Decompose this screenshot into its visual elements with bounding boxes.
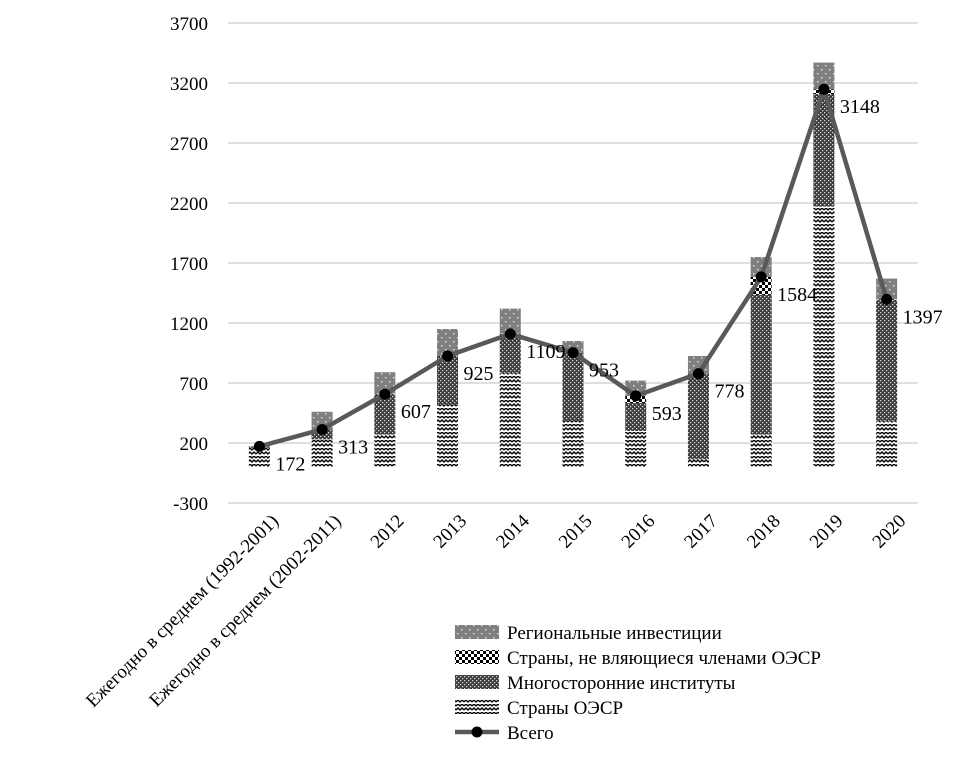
y-tick-label: -300 bbox=[173, 494, 208, 515]
total-point bbox=[818, 83, 830, 95]
bar-segment bbox=[750, 434, 772, 467]
data-label: 313 bbox=[338, 436, 368, 458]
data-label: 925 bbox=[464, 363, 494, 385]
y-tick-label: 1700 bbox=[170, 254, 208, 275]
data-label: 607 bbox=[401, 401, 431, 423]
bar-segment bbox=[625, 403, 647, 431]
x-category-label: 2017 bbox=[680, 511, 722, 553]
total-point bbox=[316, 423, 328, 435]
bar-segment bbox=[311, 439, 333, 467]
bar-segment bbox=[813, 206, 835, 467]
x-category-label: 2018 bbox=[743, 511, 785, 553]
bar-segment bbox=[374, 434, 396, 467]
bar-segment bbox=[687, 373, 709, 460]
total-point bbox=[442, 350, 454, 362]
data-label: 1397 bbox=[903, 306, 943, 328]
y-tick-label: 2200 bbox=[170, 194, 208, 215]
bar-segment bbox=[750, 294, 772, 435]
y-axis-ticks: -300 200 700 1200 1700 2200 2700 3200 3700 bbox=[170, 14, 208, 515]
legend-item: Страны ОЭСР bbox=[455, 698, 623, 719]
data-labels: 172 313 607 925 1109 953 593 778 1584 3148 1397 bbox=[275, 96, 942, 475]
bar-segment bbox=[499, 308, 521, 334]
y-tick-label: 700 bbox=[180, 374, 209, 395]
data-label: 1584 bbox=[777, 284, 817, 306]
bar-segment bbox=[625, 431, 647, 467]
bar-segment bbox=[437, 329, 459, 356]
x-category-label: 2015 bbox=[555, 511, 597, 553]
bar-segment bbox=[687, 459, 709, 467]
bar-segment bbox=[813, 94, 835, 207]
data-label: 172 bbox=[275, 453, 305, 475]
y-tick-label: 200 bbox=[180, 434, 209, 455]
bar-segment bbox=[437, 404, 459, 467]
legend-item: Региональные инвестиции bbox=[455, 623, 722, 644]
total-point bbox=[253, 440, 265, 452]
legend-label: Страны ОЭСР bbox=[507, 698, 623, 719]
x-category-label: 2020 bbox=[869, 511, 911, 553]
y-tick-label: 3700 bbox=[170, 14, 208, 35]
legend-marker bbox=[471, 726, 483, 738]
bar-segment bbox=[562, 420, 584, 467]
total-point bbox=[379, 388, 391, 400]
bar-segment bbox=[876, 300, 898, 422]
legend-label: Региональные инвестиции bbox=[507, 623, 722, 644]
legend-label: Многосторонние институты bbox=[507, 673, 736, 694]
legend-label: Страны, не вляющиеся членами ОЭСР bbox=[507, 648, 821, 669]
bar-segment bbox=[562, 341, 584, 353]
legend-item: Страны, не вляющиеся членами ОЭСР bbox=[455, 648, 821, 669]
x-category-label: 2013 bbox=[429, 511, 471, 553]
legend: Региональные инвестиции Страны, не вляющи… bbox=[455, 623, 821, 744]
total-point bbox=[881, 293, 893, 305]
x-category-label: 2016 bbox=[618, 511, 660, 553]
data-label: 3148 bbox=[840, 96, 880, 118]
bar-segment bbox=[437, 356, 459, 405]
legend-swatch bbox=[455, 700, 499, 714]
bar-segment bbox=[499, 373, 521, 467]
stacked-bars bbox=[248, 62, 898, 467]
total-point bbox=[567, 347, 579, 359]
bar-segment bbox=[813, 62, 835, 90]
x-category-label: 2019 bbox=[806, 511, 848, 553]
legend-swatch bbox=[455, 650, 499, 664]
data-label: 593 bbox=[652, 403, 682, 425]
gridlines bbox=[228, 22, 918, 504]
x-category-label: 2012 bbox=[367, 511, 409, 553]
bar-segment bbox=[499, 333, 521, 374]
y-tick-label: 3200 bbox=[170, 74, 208, 95]
legend-swatch bbox=[455, 625, 499, 639]
bar-segment bbox=[562, 352, 584, 421]
data-label: 953 bbox=[589, 360, 619, 382]
total-point bbox=[630, 390, 642, 402]
total-point bbox=[504, 328, 516, 340]
x-category-label: 2014 bbox=[492, 510, 534, 552]
bar-segment bbox=[876, 421, 898, 467]
bar-segment bbox=[374, 394, 396, 435]
data-label: 778 bbox=[714, 381, 744, 403]
legend-label: Всего bbox=[507, 723, 554, 744]
data-label: 1109 bbox=[526, 341, 565, 363]
total-point bbox=[755, 271, 767, 283]
total-point bbox=[692, 368, 704, 380]
total-line bbox=[253, 83, 893, 452]
legend-item: Многосторонние институты bbox=[455, 673, 736, 694]
y-tick-label: 2700 bbox=[170, 134, 208, 155]
legend-swatch bbox=[455, 675, 499, 689]
y-tick-label: 1200 bbox=[170, 314, 208, 335]
bar-segment bbox=[248, 447, 270, 467]
legend-item: Всего bbox=[455, 723, 554, 744]
